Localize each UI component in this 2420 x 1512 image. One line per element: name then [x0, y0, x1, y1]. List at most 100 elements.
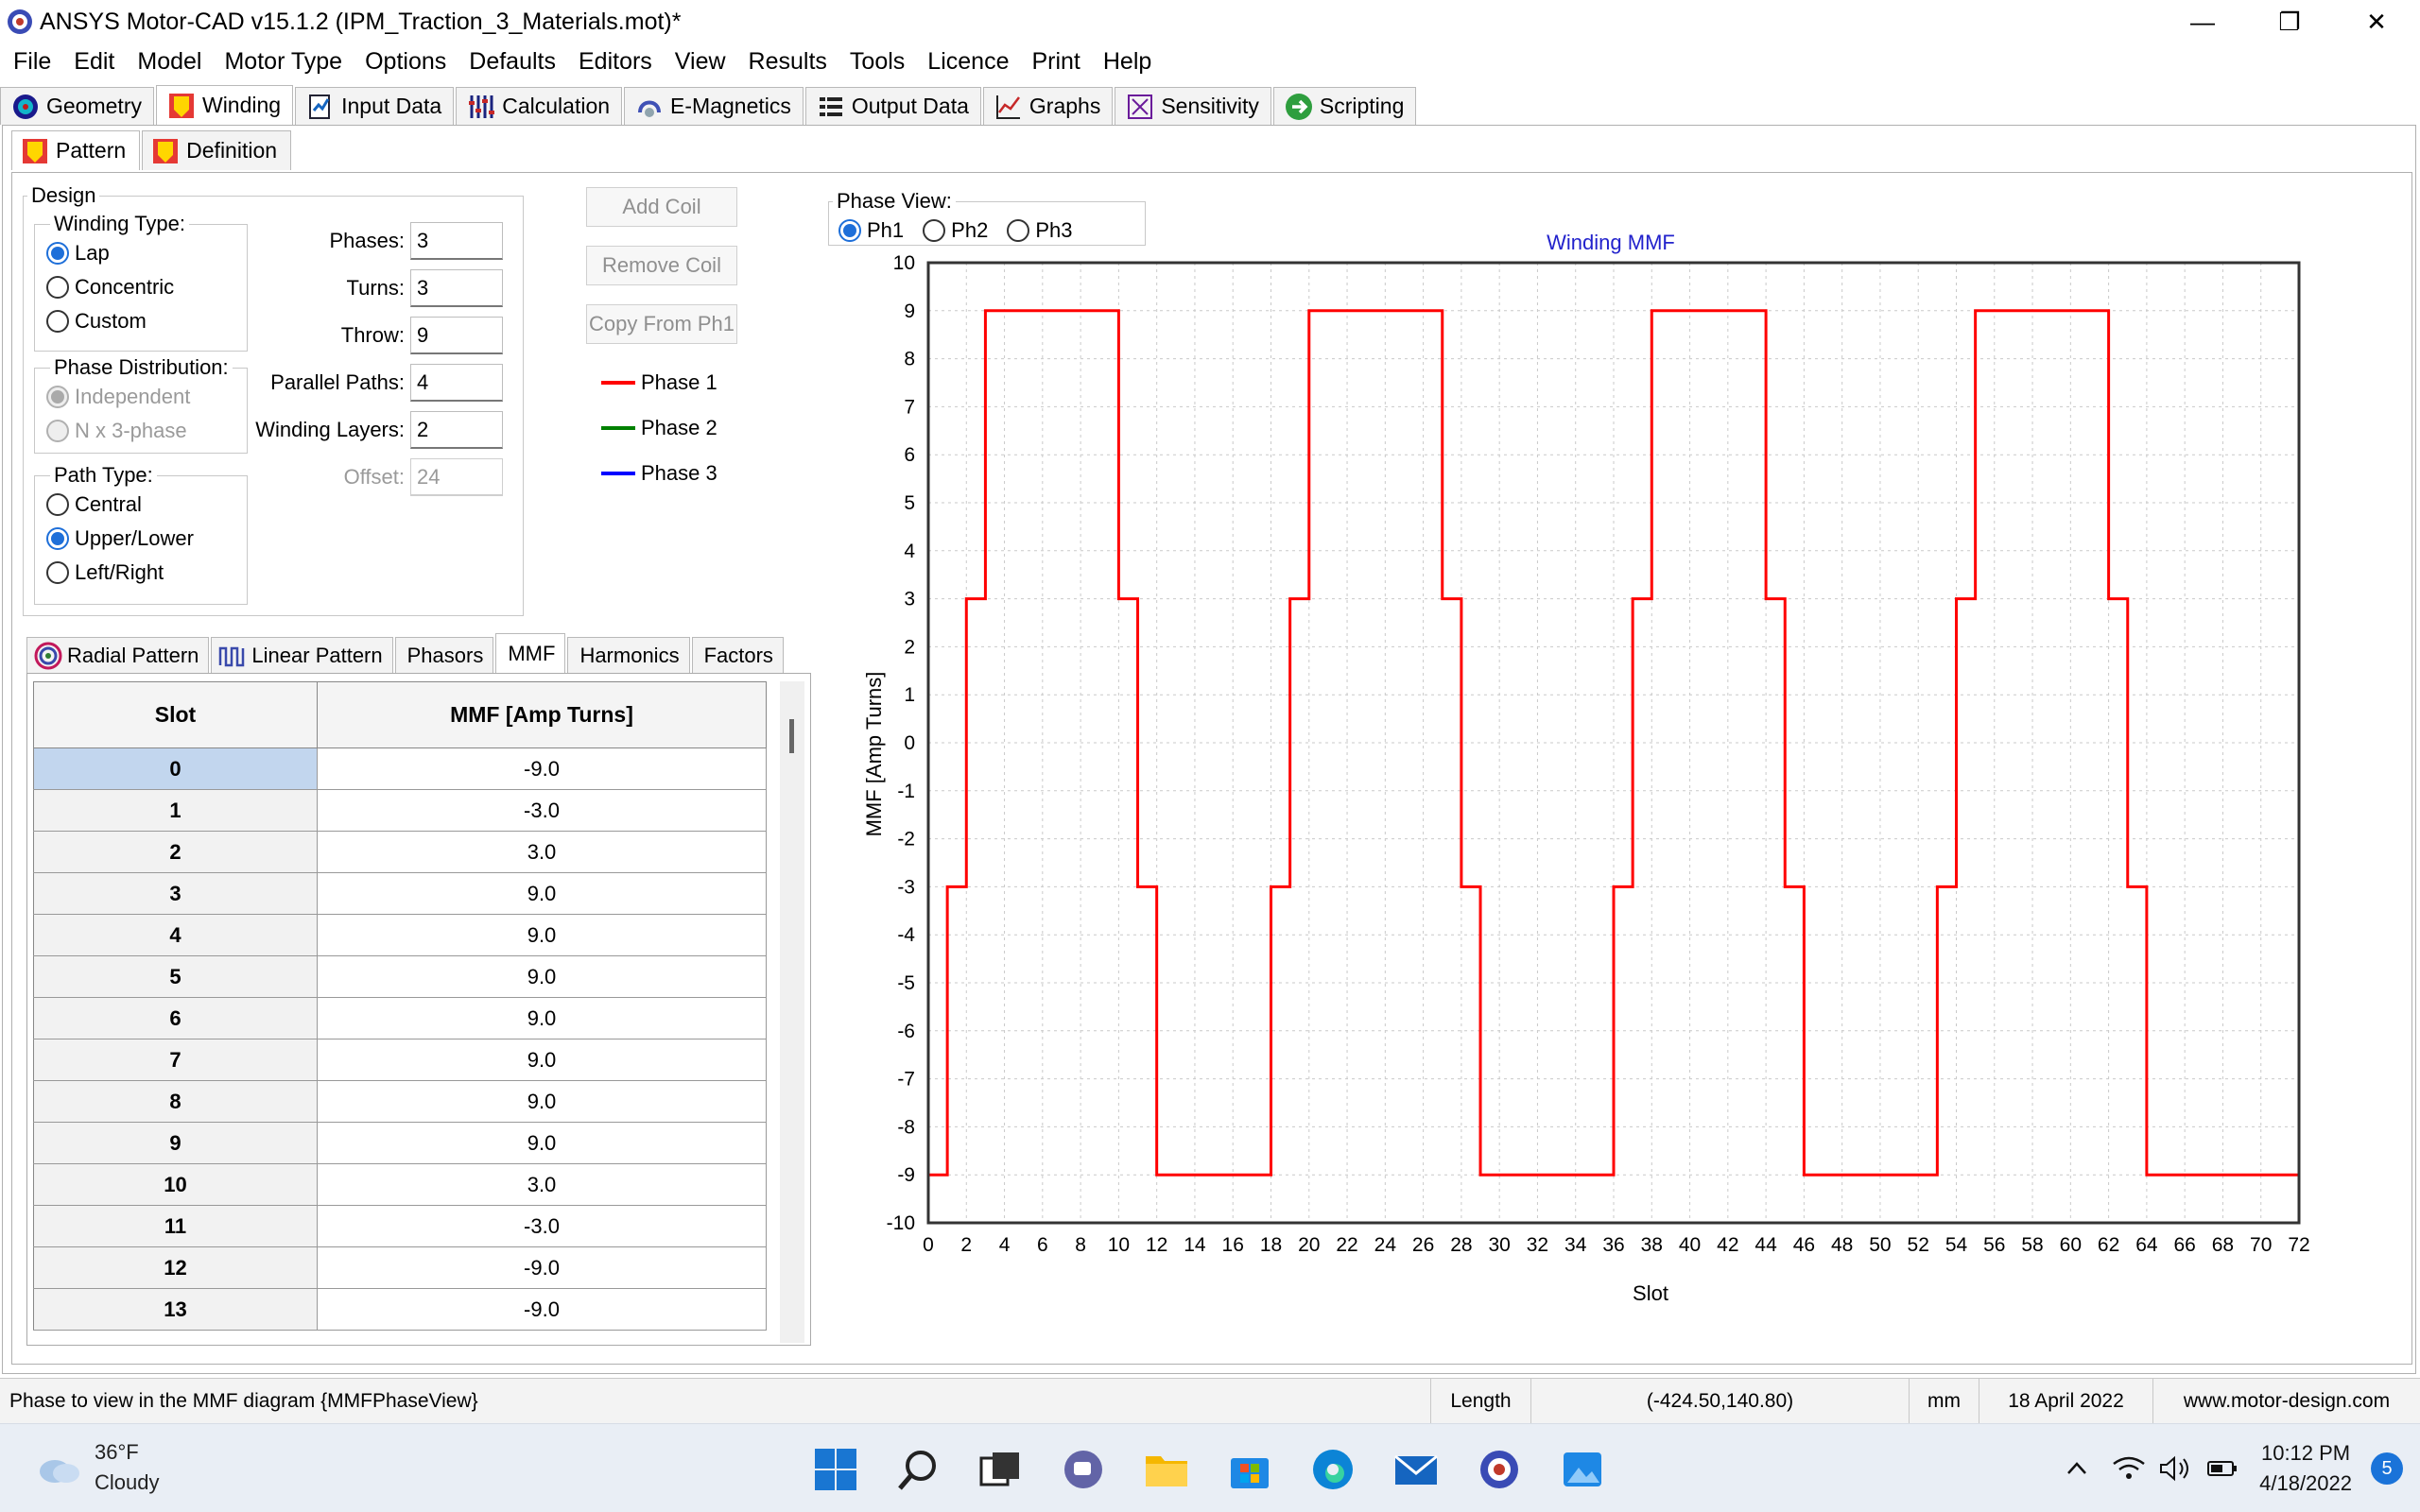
radio-button[interactable] [1007, 219, 1030, 242]
menu-options[interactable]: Options [365, 47, 447, 75]
slot-cell[interactable]: 1 [33, 789, 318, 832]
weather-widget[interactable]: 36°F Cloudy [36, 1437, 159, 1498]
tab-factors[interactable]: Factors [691, 637, 784, 673]
radio-custom[interactable]: Custom [46, 304, 247, 338]
mmf-cell[interactable]: 9.0 [317, 1122, 767, 1164]
battery-icon[interactable] [2204, 1454, 2242, 1483]
mmf-cell[interactable]: 9.0 [317, 997, 767, 1040]
edge-browser-icon[interactable] [1308, 1445, 1357, 1494]
status-website[interactable]: www.motor-design.com [2183, 1389, 2391, 1412]
radio-lap[interactable]: Lap [46, 236, 247, 270]
radio-central[interactable]: Central [46, 488, 247, 522]
slot-cell[interactable]: 8 [33, 1080, 318, 1123]
clock[interactable]: 10:12 PM 4/18/2022 [2259, 1438, 2352, 1499]
menu-editors[interactable]: Editors [578, 47, 652, 75]
tab-harmonics[interactable]: Harmonics [567, 637, 690, 673]
maximize-button[interactable]: ❐ [2278, 7, 2301, 36]
add-coil-button[interactable]: Add Coil [586, 187, 737, 227]
menu-licence[interactable]: Licence [927, 47, 1010, 75]
menu-tools[interactable]: Tools [849, 47, 906, 75]
mail-icon[interactable] [1392, 1445, 1441, 1494]
table-row[interactable]: 9 9.0 [33, 1122, 767, 1164]
scrollbar-thumb[interactable] [789, 719, 794, 753]
notification-badge[interactable]: 5 [2371, 1452, 2403, 1485]
menu-file[interactable]: File [13, 47, 52, 75]
mmf-cell[interactable]: -3.0 [317, 789, 767, 832]
menu-results[interactable]: Results [748, 47, 827, 75]
table-row[interactable]: 8 9.0 [33, 1080, 767, 1123]
column-header-mmf[interactable]: MMF [Amp Turns] [317, 681, 767, 748]
file-explorer-icon[interactable] [1142, 1445, 1191, 1494]
slot-cell[interactable]: 12 [33, 1246, 318, 1289]
radio-button[interactable] [46, 561, 69, 584]
tab-graphs[interactable]: Graphs [982, 87, 1114, 125]
menu-model[interactable]: Model [137, 47, 202, 75]
parallel-paths-input[interactable]: 4 [410, 364, 503, 402]
mmf-cell[interactable]: 9.0 [317, 872, 767, 915]
tab-e-magnetics[interactable]: E-Magnetics [624, 87, 804, 125]
chat-icon[interactable] [1059, 1445, 1108, 1494]
tab-linear-pattern[interactable]: Linear Pattern [211, 637, 393, 673]
radio-button[interactable] [46, 420, 69, 442]
motorcad-taskbar-icon[interactable] [1475, 1445, 1524, 1494]
tab-mmf[interactable]: MMF [495, 633, 566, 673]
volume-icon[interactable] [2157, 1454, 2195, 1483]
tab-definition[interactable]: Definition [142, 130, 292, 170]
close-button[interactable]: ✕ [2366, 7, 2387, 36]
table-scrollbar[interactable] [780, 681, 804, 1343]
slot-cell[interactable]: 9 [33, 1122, 318, 1164]
slot-cell[interactable]: 0 [33, 747, 318, 790]
tab-winding[interactable]: Winding [155, 85, 294, 125]
tab-geometry[interactable]: Geometry [0, 87, 154, 125]
turns-input[interactable]: 3 [410, 269, 503, 307]
tab-output-data[interactable]: Output Data [804, 87, 981, 125]
tab-scripting[interactable]: Scripting [1272, 87, 1417, 125]
tab-input-data[interactable]: Input Data [295, 87, 455, 125]
table-row[interactable]: 3 9.0 [33, 872, 767, 915]
search-icon[interactable] [894, 1445, 943, 1494]
radio-button[interactable] [923, 219, 946, 242]
radio-left-right[interactable]: Left/Right [46, 556, 247, 590]
tab-pattern[interactable]: Pattern [11, 130, 141, 170]
table-row[interactable]: 11 -3.0 [33, 1205, 767, 1247]
table-row[interactable]: 10 3.0 [33, 1163, 767, 1206]
task-view-icon[interactable] [976, 1445, 1025, 1494]
radio-upper-lower[interactable]: Upper/Lower [46, 522, 247, 556]
slot-cell[interactable]: 6 [33, 997, 318, 1040]
column-header-slot[interactable]: Slot [33, 681, 318, 748]
table-row[interactable]: 12 -9.0 [33, 1246, 767, 1289]
windows-start-icon[interactable] [811, 1445, 860, 1494]
slot-cell[interactable]: 10 [33, 1163, 318, 1206]
radio-ph3[interactable]: Ph3 [1007, 214, 1072, 248]
radio-n-x-3-phase[interactable]: N x 3-phase [46, 414, 247, 448]
radio-independent[interactable]: Independent [46, 380, 247, 414]
mmf-cell[interactable]: 9.0 [317, 914, 767, 956]
table-row[interactable]: 2 3.0 [33, 831, 767, 873]
slot-cell[interactable]: 7 [33, 1039, 318, 1081]
radio-ph1[interactable]: Ph1 [838, 214, 904, 248]
menu-help[interactable]: Help [1102, 47, 1152, 75]
chevron-up-icon[interactable] [2063, 1454, 2091, 1483]
slot-cell[interactable]: 5 [33, 955, 318, 998]
table-row[interactable]: 0 -9.0 [33, 747, 767, 790]
mmf-cell[interactable]: -9.0 [317, 747, 767, 790]
slot-cell[interactable]: 3 [33, 872, 318, 915]
radio-button[interactable] [46, 276, 69, 299]
minimize-button[interactable]: — [2190, 7, 2215, 36]
table-row[interactable]: 13 -9.0 [33, 1288, 767, 1331]
mmf-cell[interactable]: 3.0 [317, 1163, 767, 1206]
radio-button[interactable] [46, 310, 69, 333]
mmf-cell[interactable]: -9.0 [317, 1288, 767, 1331]
slot-cell[interactable]: 11 [33, 1205, 318, 1247]
radio-button[interactable] [46, 386, 69, 408]
table-row[interactable]: 6 9.0 [33, 997, 767, 1040]
mmf-cell[interactable]: -9.0 [317, 1246, 767, 1289]
remove-coil-button[interactable]: Remove Coil [586, 246, 737, 285]
photos-icon[interactable] [1558, 1445, 1607, 1494]
slot-cell[interactable]: 2 [33, 831, 318, 873]
table-row[interactable]: 5 9.0 [33, 955, 767, 998]
slot-cell[interactable]: 13 [33, 1288, 318, 1331]
mmf-cell[interactable]: -3.0 [317, 1205, 767, 1247]
offset-input[interactable]: 24 [410, 458, 503, 496]
menu-motor-type[interactable]: Motor Type [224, 47, 343, 75]
